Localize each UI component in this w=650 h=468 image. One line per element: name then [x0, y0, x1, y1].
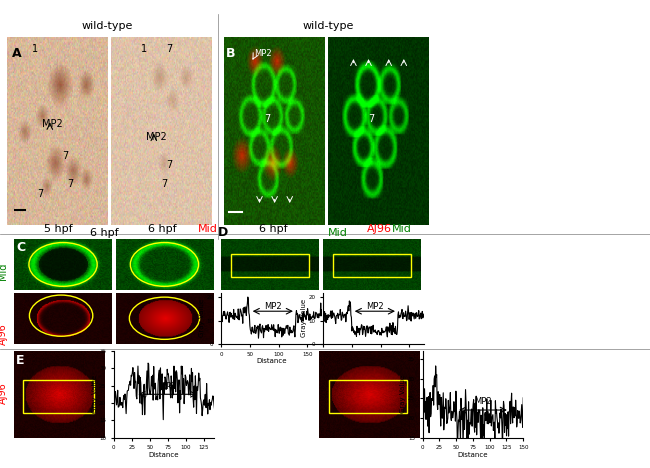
Text: MP2: MP2	[146, 132, 166, 142]
Text: C: C	[16, 241, 25, 254]
Text: 6 hpf: 6 hpf	[90, 228, 118, 238]
Text: Mid: Mid	[392, 224, 411, 234]
Text: Mid: Mid	[0, 263, 8, 280]
Text: 5 hpf: 5 hpf	[44, 224, 73, 234]
Y-axis label: Gray Value: Gray Value	[301, 299, 307, 337]
Text: MP2: MP2	[264, 302, 281, 311]
Y-axis label: Gray Value: Gray Value	[92, 375, 98, 413]
Text: A: A	[12, 47, 21, 60]
Text: MP2: MP2	[42, 119, 62, 129]
Text: AJ96: AJ96	[0, 382, 8, 404]
Text: 7: 7	[265, 114, 271, 124]
Text: 6 hpf: 6 hpf	[148, 224, 177, 234]
Text: E: E	[16, 354, 25, 366]
Text: wild-type: wild-type	[302, 21, 354, 31]
Bar	[23, 380, 94, 413]
Text: 7: 7	[166, 161, 172, 170]
Text: wild-type: wild-type	[81, 21, 133, 31]
Text: AJ96: AJ96	[367, 224, 391, 234]
Text: 6 hpf: 6 hpf	[259, 224, 287, 234]
Text: 7: 7	[62, 151, 68, 161]
Text: B: B	[226, 47, 236, 60]
X-axis label: Distance: Distance	[256, 358, 287, 364]
X-axis label: Distance: Distance	[358, 358, 389, 364]
Text: 7: 7	[67, 179, 73, 189]
Text: 7: 7	[36, 189, 43, 198]
Text: 7: 7	[166, 44, 172, 54]
Text: AJ96: AJ96	[0, 324, 8, 345]
Text: MP2: MP2	[474, 397, 492, 406]
Text: 1: 1	[141, 44, 147, 54]
Text: 7: 7	[369, 114, 375, 124]
Text: MP2: MP2	[254, 49, 272, 58]
Y-axis label: Gray Value: Gray Value	[199, 299, 205, 337]
Text: 7: 7	[161, 179, 167, 189]
Bar	[333, 254, 411, 277]
Text: MP2: MP2	[366, 302, 384, 311]
Bar	[231, 254, 309, 277]
X-axis label: Distance: Distance	[458, 452, 488, 458]
X-axis label: Distance: Distance	[149, 452, 179, 458]
Bar	[328, 380, 407, 413]
Y-axis label: Gray Value: Gray Value	[400, 375, 406, 413]
Text: MP2: MP2	[159, 382, 177, 391]
Text: Mid: Mid	[328, 228, 348, 238]
Text: 1: 1	[32, 44, 38, 54]
Text: D: D	[218, 227, 228, 239]
Text: Mid: Mid	[198, 224, 218, 234]
